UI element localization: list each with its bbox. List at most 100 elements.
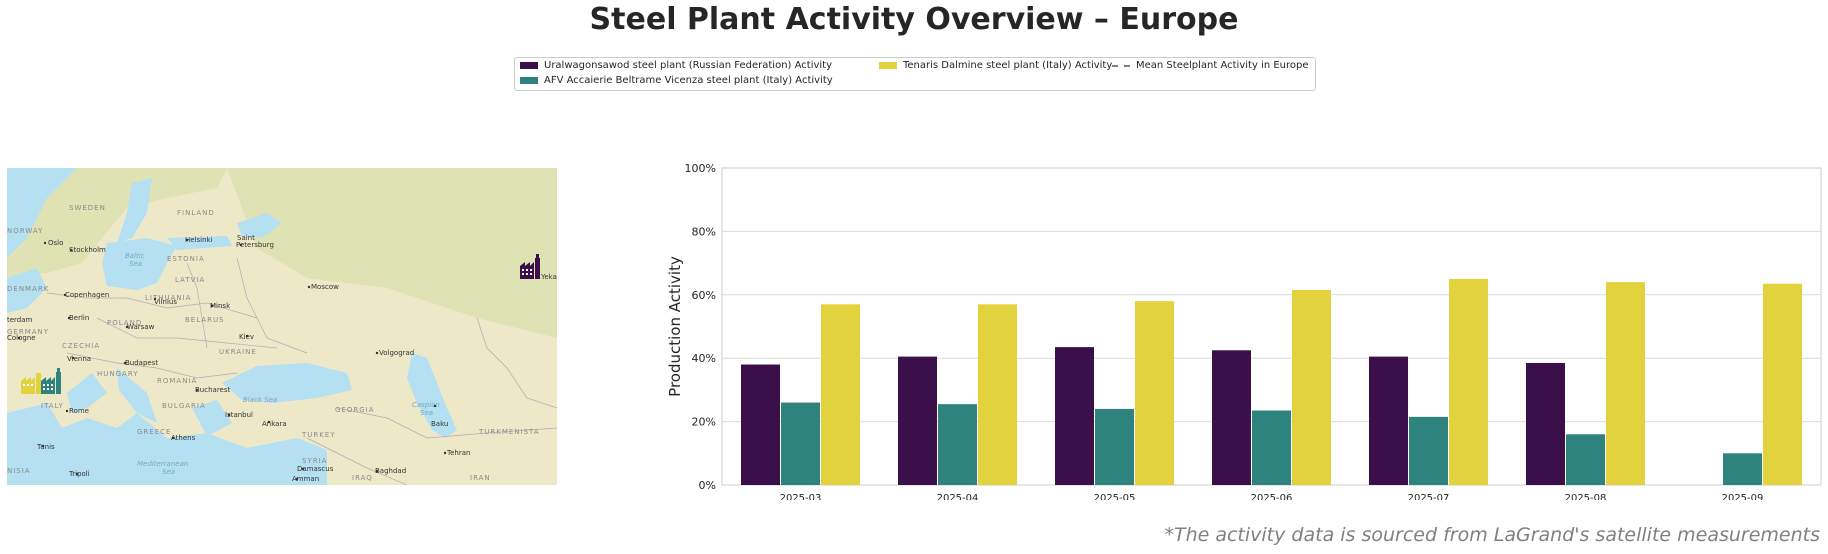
map-label-caspian-2: Sea bbox=[420, 409, 433, 417]
map-label-finland: FINLAND bbox=[177, 209, 215, 217]
bar-afv bbox=[938, 404, 977, 485]
chart-svg: 0% 20% 40% 60% 80% 100% Production Activity 202… bbox=[666, 162, 1822, 504]
map-label-med-2: Sea bbox=[162, 468, 175, 476]
plant-marker-uralwagonsawod[interactable] bbox=[520, 254, 540, 279]
map-caspian-sea bbox=[407, 353, 457, 438]
bar-tenaris bbox=[1135, 301, 1174, 485]
map-city-minsk: Minsk bbox=[210, 302, 231, 310]
map-label-nisia: NISIA bbox=[7, 467, 31, 475]
x-tick-label: 2025-09 bbox=[1722, 493, 1764, 500]
map-label-belarus: BELARUS bbox=[185, 316, 225, 324]
map-baltic-sea bbox=[102, 238, 177, 290]
x-tick-label: 2025-05 bbox=[1094, 493, 1136, 500]
map-label-baltic-2: Sea bbox=[129, 260, 142, 268]
europe-map[interactable]: SWEDEN FINLAND NORWAY ESTONIA LATVIA DEN… bbox=[7, 168, 557, 485]
map-label-sweden: SWEDEN bbox=[69, 204, 106, 212]
bar-afv bbox=[1409, 416, 1448, 485]
map-city-stockholm: Stockholm bbox=[69, 246, 106, 254]
map-label-turkmenista: TURKMENISTA bbox=[478, 428, 540, 436]
activity-bar-chart: 0% 20% 40% 60% 80% 100% Production Activity 202… bbox=[660, 160, 1828, 504]
map-city-baku: Baku bbox=[431, 420, 448, 428]
map-city-istanbul: Istanbul bbox=[225, 411, 253, 419]
legend-swatch-uralwagonsawod bbox=[520, 62, 538, 69]
bar-tenaris bbox=[1449, 278, 1488, 485]
y-tick-label: 20% bbox=[692, 416, 716, 429]
legend-dash-mean bbox=[1112, 64, 1130, 67]
legend-label-uralwagonsawod: Uralwagonsawod steel plant (Russian Fede… bbox=[544, 60, 833, 71]
map-label-poland: POLAND bbox=[107, 319, 142, 327]
map-label-turkey: TURKEY bbox=[301, 431, 336, 439]
map-city-saint-petersburg-2: Petersburg bbox=[236, 241, 274, 249]
map-city-tehran: Tehran bbox=[446, 449, 470, 457]
legend-item-tenaris: Tenaris Dalmine steel plant (Italy) Acti… bbox=[879, 60, 1112, 71]
map-lake-ladoga bbox=[237, 213, 282, 238]
map-label-norway: NORWAY bbox=[7, 227, 43, 235]
map-label-bulgaria: BULGARIA bbox=[162, 402, 206, 410]
bar-afv bbox=[781, 402, 820, 485]
map-label-iran: IRAN bbox=[470, 474, 491, 482]
bar-tenaris bbox=[1292, 290, 1331, 485]
bar-afv bbox=[1723, 453, 1762, 485]
map-label-latvia: LATVIA bbox=[175, 276, 205, 284]
map-norwegian-sea bbox=[7, 168, 77, 258]
map-tyrrhenian bbox=[67, 373, 107, 413]
y-tick-label: 40% bbox=[692, 352, 716, 365]
plant-marker-tenaris[interactable] bbox=[21, 373, 41, 394]
legend-item-mean: Mean Steelplant Activity in Europe bbox=[1112, 60, 1309, 71]
map-label-syria: SYRIA bbox=[302, 457, 327, 465]
x-tick-label: 2025-08 bbox=[1565, 493, 1607, 500]
x-tick-label: 2025-06 bbox=[1251, 493, 1293, 500]
bar-afv bbox=[1252, 410, 1291, 485]
y-axis-label: Production Activity bbox=[666, 256, 684, 397]
bar-afv bbox=[1095, 408, 1134, 485]
map-city-rome: Rome bbox=[69, 407, 89, 415]
map-city-vilnius: Vilnius bbox=[154, 298, 177, 306]
map-label-georgia: GEORGIA bbox=[335, 406, 375, 414]
map-city-kiev: Kiev bbox=[239, 333, 254, 341]
map-label-germany: GERMANY bbox=[7, 328, 49, 336]
x-tick-label: 2025-03 bbox=[780, 493, 822, 500]
y-tick-label: 100% bbox=[685, 162, 716, 175]
map-label-greece: GREECE bbox=[137, 428, 171, 436]
map-city-baghdad: Baghdad bbox=[375, 467, 406, 475]
map-adriatic bbox=[117, 368, 157, 423]
map-city-oslo: Oslo bbox=[48, 239, 63, 247]
bar-uralwagonsawod bbox=[1526, 362, 1565, 485]
map-city-copenhagen: Copenhagen bbox=[65, 291, 109, 299]
bar-uralwagonsawod bbox=[1055, 347, 1094, 485]
map-land-green bbox=[227, 168, 557, 338]
legend-swatch-afv bbox=[520, 77, 538, 84]
map-label-hungary: HUNGARY bbox=[97, 370, 139, 378]
data-source-footnote: *The activity data is sourced from LaGra… bbox=[1164, 524, 1820, 546]
map-label-lithuania: LITHUANIA bbox=[145, 294, 192, 302]
legend-item-afv: AFV Accaierie Beltrame Vicenza steel pla… bbox=[520, 75, 833, 86]
map-label-czechia: CZECHIA bbox=[62, 342, 100, 350]
y-tick-label: 80% bbox=[692, 225, 716, 238]
map-city-athens: Athens bbox=[171, 434, 196, 442]
map-city-berlin: Berlin bbox=[69, 314, 89, 322]
map-mediterranean bbox=[7, 403, 327, 485]
map-city-warsaw: Warsaw bbox=[127, 323, 155, 331]
bar-tenaris bbox=[978, 304, 1017, 485]
map-label-estonia: ESTONIA bbox=[167, 255, 205, 263]
map-city-amsterdam: terdam bbox=[7, 316, 33, 324]
chart-legend: Uralwagonsawod steel plant (Russian Fede… bbox=[514, 57, 1316, 91]
map-north-sea bbox=[7, 268, 47, 313]
bar-afv bbox=[1566, 434, 1605, 485]
legend-item-uralwagonsawod: Uralwagonsawod steel plant (Russian Fede… bbox=[520, 60, 832, 71]
x-tick-label: 2025-07 bbox=[1408, 493, 1450, 500]
map-city-bucharest: Bucharest bbox=[195, 386, 230, 394]
y-tick-label: 60% bbox=[692, 289, 716, 302]
legend-label-tenaris: Tenaris Dalmine steel plant (Italy) Acti… bbox=[903, 60, 1113, 71]
plant-marker-afv[interactable] bbox=[41, 368, 61, 394]
map-label-black-sea: Black Sea bbox=[243, 396, 277, 404]
map-city-damascus: Damascus bbox=[297, 465, 334, 473]
map-label-iraq: IRAQ bbox=[352, 474, 373, 482]
map-label-baltic-1: Baltic bbox=[125, 252, 145, 260]
bar-tenaris bbox=[821, 304, 860, 485]
map-label-med-1: Mediterranean bbox=[137, 460, 188, 468]
map-label-romania: ROMANIA bbox=[157, 377, 197, 385]
map-city-cologne: Cologne bbox=[7, 334, 36, 342]
map-aegean bbox=[192, 400, 232, 436]
x-tick-label: 2025-04 bbox=[937, 493, 979, 500]
